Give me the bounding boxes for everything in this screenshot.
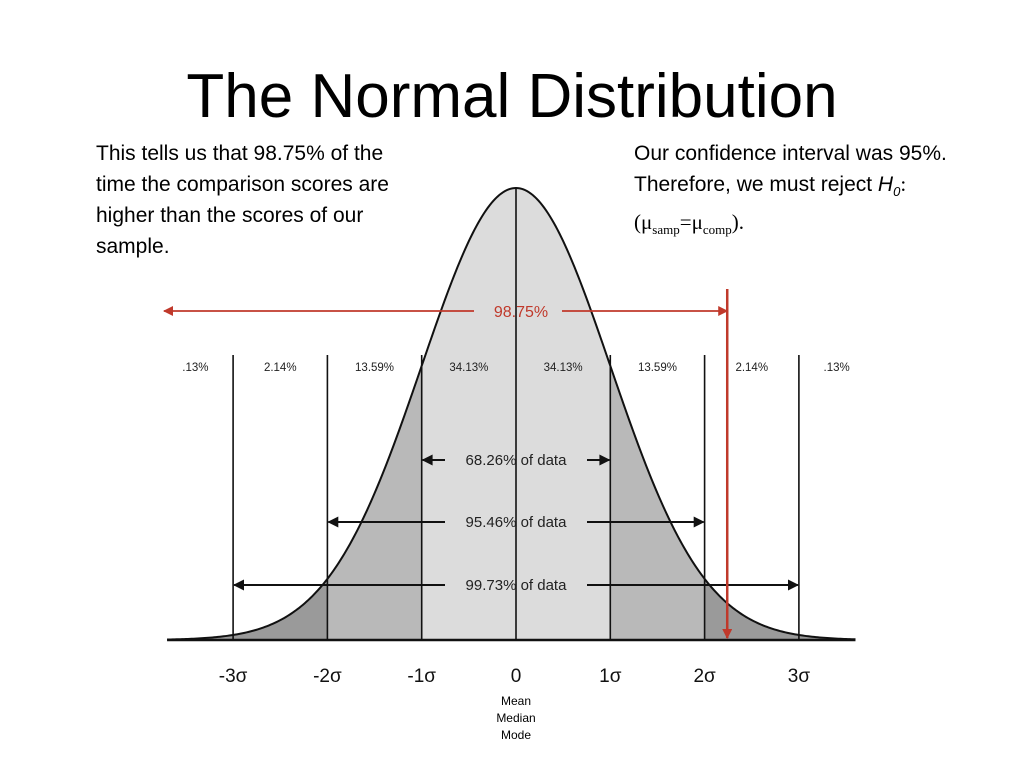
segment-label: .13% [824,362,850,374]
mode-label: Mode [500,728,532,742]
null-hypothesis-letter: H [877,173,894,196]
x-tick-label: 3σ [788,666,811,687]
segment-label: 13.59% [638,362,677,374]
mu-comp-sub: comp [702,222,732,238]
mean-median-mode-label: Mean Median Mode [466,693,566,744]
x-tick-label: -2σ [313,666,342,687]
left-note: This tells us that 98.75% of the time th… [96,142,389,258]
right-note: Our confidence interval was 95%. Therefo… [634,138,994,245]
equals-sign: = [679,210,692,235]
mu-comp-symbol: μ [691,210,703,235]
segment-label: .13% [182,362,208,374]
hypothesis-close: ). [731,210,744,235]
segment-label: 2.14% [264,362,297,374]
x-tick-label: -3σ [219,666,248,687]
segment-label: 13.59% [355,362,394,374]
area-band-1 [233,578,328,640]
area-band-0 [167,634,234,640]
mean-label: Mean [500,694,532,708]
null-hypothesis: H0 [877,173,901,200]
normal-curve [167,186,856,641]
right-note-text: Our confidence interval was 95%. Therefo… [634,142,947,196]
area-band-7 [798,634,856,640]
interval-label: 68.26% of data [466,452,568,469]
x-tick-label: 2σ [693,666,716,687]
segment-label: 2.14% [735,362,768,374]
mu-comp: μcomp [691,210,732,238]
null-hypothesis-sub: 0 [893,184,901,200]
mu-samp: μsamp [641,210,680,238]
mu-samp-symbol: μ [641,210,653,235]
x-tick-label: 0 [511,666,522,687]
area-band-3 [421,188,516,640]
x-tick-label: -1σ [407,666,436,687]
threshold-label: 98.75% [494,304,548,321]
area-band-4 [516,188,611,640]
area-band-6 [704,578,799,640]
segment-label: 34.13% [449,362,488,374]
interval-label: 95.46% of data [466,514,568,531]
segment-label: 34.13% [544,362,583,374]
hypothesis-colon: : ( [634,172,907,235]
x-tick-label: 1σ [599,666,622,687]
page-title: The Normal Distribution [186,62,838,131]
mu-samp-sub: samp [652,222,680,238]
interval-label: 99.73% of data [466,577,568,594]
median-label: Median [496,711,536,725]
